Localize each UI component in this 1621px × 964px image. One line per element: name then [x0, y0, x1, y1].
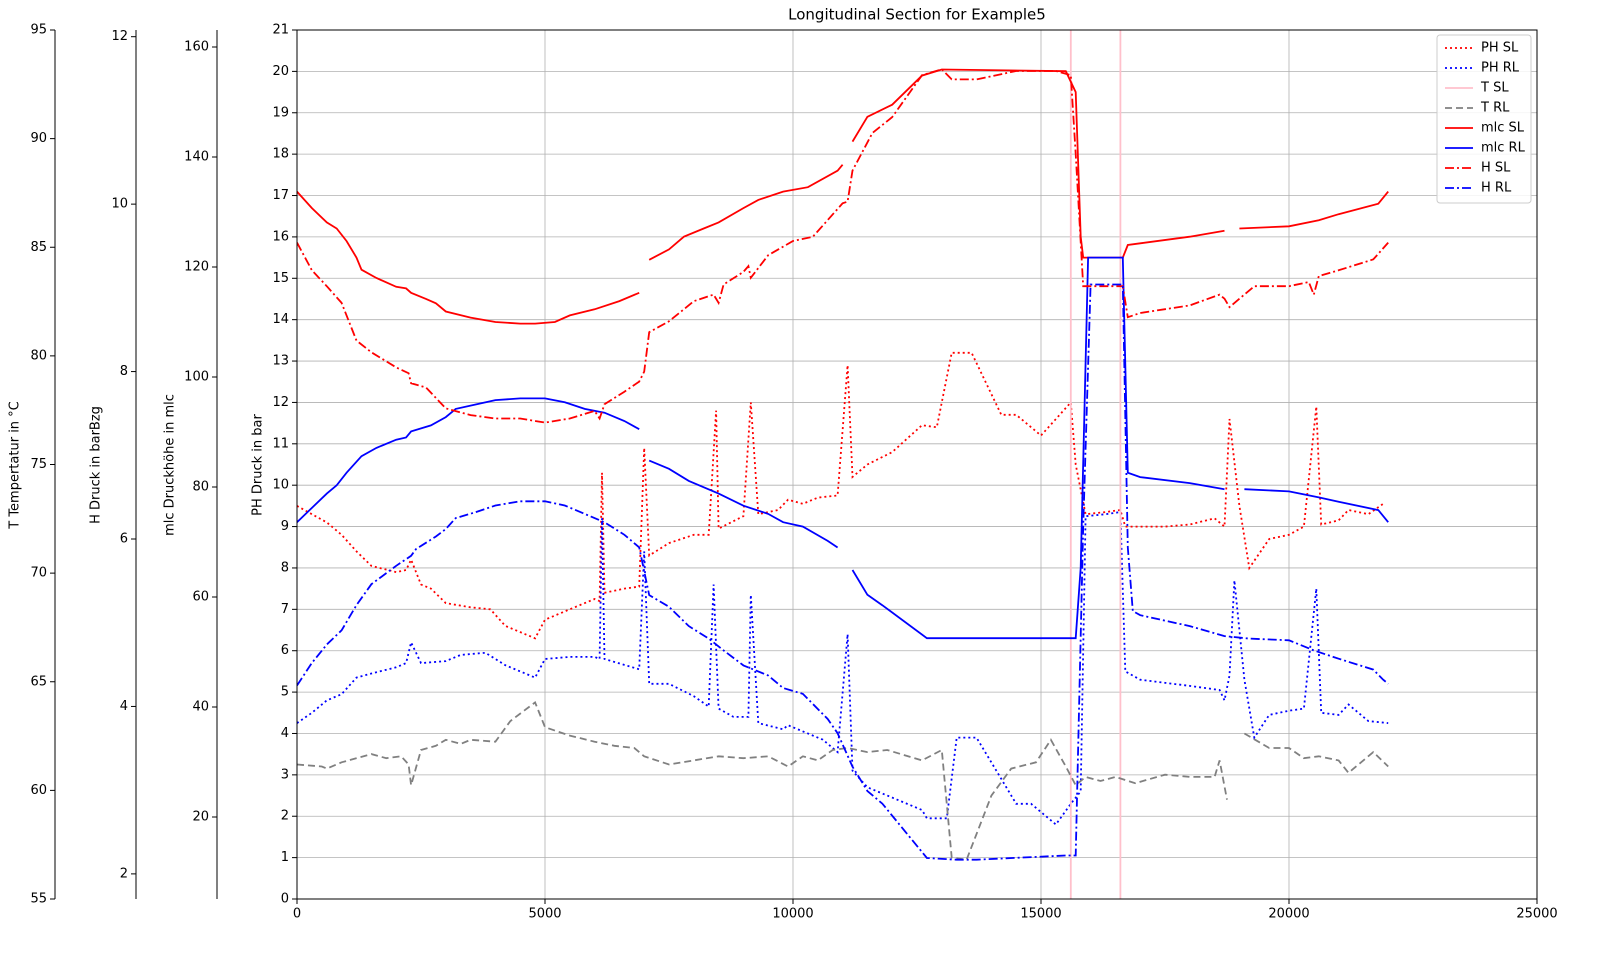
- legend-box: [1436, 34, 1532, 204]
- y-tick-label: 40: [192, 699, 209, 714]
- series-line: [297, 68, 1389, 424]
- y-tick-label: 7: [281, 602, 289, 617]
- legend-label: T SL: [1480, 81, 1509, 96]
- x-tick-label: 25000: [1516, 907, 1557, 922]
- x-tick-label: 10000: [772, 907, 813, 922]
- y-tick-label: 18: [272, 147, 289, 162]
- x-tick-label: 15000: [1020, 907, 1061, 922]
- legend-label: PH SL: [1481, 41, 1519, 56]
- y-tick-label: 2: [281, 809, 289, 824]
- y-tick-label: 11: [272, 436, 289, 451]
- y-tick-label: 16: [272, 229, 289, 244]
- legend-label: H SL: [1481, 161, 1511, 176]
- y-tick-label: 19: [272, 105, 289, 120]
- y-tick-label: 80: [192, 479, 209, 494]
- legend-label: mlc SL: [1481, 121, 1525, 136]
- y-tick-label: 8: [281, 560, 289, 575]
- y-tick-label: 13: [272, 354, 289, 369]
- y-tick-label: 120: [184, 259, 209, 274]
- legend-label: PH RL: [1481, 61, 1520, 76]
- y-tick-label: 60: [192, 589, 209, 604]
- y-tick-label: 14: [272, 312, 289, 327]
- y-tick-label: 20: [272, 64, 289, 79]
- y-tick-label: 4: [120, 699, 128, 714]
- y-tick-label: 9: [281, 519, 289, 534]
- series-line: [297, 68, 1389, 325]
- y-axis-label: PH Druck in bar: [251, 414, 266, 516]
- y-tick-label: 5: [281, 685, 289, 700]
- y-tick-label: 3: [281, 767, 289, 782]
- y-tick-label: 85: [30, 240, 47, 255]
- y-tick-label: 6: [120, 532, 128, 547]
- series-line: [297, 700, 1389, 861]
- y-axis-label: T Tempertatur in °C: [8, 401, 23, 530]
- y-tick-label: 10: [111, 197, 128, 212]
- series-line: [1069, 30, 1122, 899]
- series-line: [297, 511, 1389, 826]
- y-tick-label: 8: [120, 364, 128, 379]
- x-tick-label: 5000: [528, 907, 561, 922]
- y-tick-label: 100: [184, 369, 209, 384]
- y-tick-label: 70: [30, 566, 47, 581]
- y-tick-label: 80: [30, 348, 47, 363]
- y-axis-label: mlc Druckhöhe in mlc: [163, 394, 178, 536]
- y-tick-label: 21: [272, 23, 289, 38]
- y-tick-label: 12: [111, 29, 128, 44]
- y-tick-label: 60: [30, 783, 47, 798]
- legend-label: mlc RL: [1481, 141, 1526, 156]
- x-tick-label: 20000: [1268, 907, 1309, 922]
- plot-frame: [296, 29, 1538, 900]
- y-tick-label: 55: [30, 892, 47, 907]
- y-tick-label: 0: [281, 892, 289, 907]
- y-tick-label: 160: [184, 39, 209, 54]
- y-tick-label: 75: [30, 457, 47, 472]
- x-tick-label: 0: [293, 907, 301, 922]
- legend-label: H RL: [1481, 181, 1512, 196]
- y-tick-label: 65: [30, 674, 47, 689]
- y-tick-label: 140: [184, 149, 209, 164]
- y-axis-label: H Druck in barBzg: [89, 406, 104, 524]
- y-tick-label: 4: [281, 726, 289, 741]
- y-tick-label: 10: [272, 478, 289, 493]
- series-line: [297, 351, 1384, 640]
- y-tick-label: 2: [120, 866, 128, 881]
- y-tick-label: 15: [272, 271, 289, 286]
- series-line: [297, 256, 1389, 640]
- chart-title: Longitudinal Section for Example5: [788, 6, 1046, 24]
- y-tick-label: 12: [272, 395, 289, 410]
- y-tick-label: 17: [272, 188, 289, 203]
- y-tick-label: 6: [281, 643, 289, 658]
- y-tick-label: 90: [30, 131, 47, 146]
- y-tick-label: 20: [192, 809, 209, 824]
- y-tick-label: 1: [281, 850, 289, 865]
- series-line: [297, 283, 1389, 861]
- legend-label: T RL: [1480, 101, 1510, 116]
- y-tick-label: 95: [30, 23, 47, 38]
